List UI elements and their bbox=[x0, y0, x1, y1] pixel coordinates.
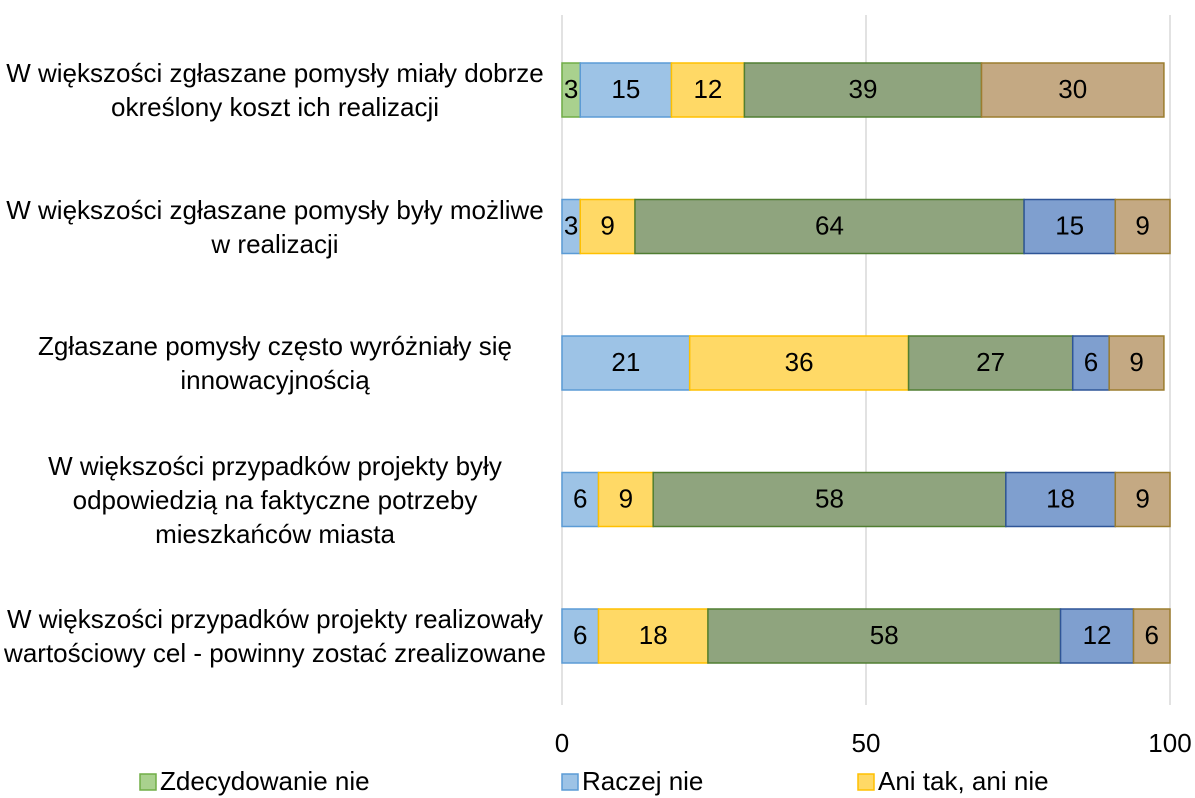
data-label: 9 bbox=[600, 210, 614, 240]
data-label: 18 bbox=[639, 620, 668, 650]
bar-segment bbox=[1059, 608, 1135, 664]
category-label: W większości przypadków projekty były od… bbox=[48, 450, 502, 549]
data-label: 6 bbox=[1145, 620, 1159, 650]
bar-segment bbox=[1005, 471, 1117, 528]
data-label: 64 bbox=[815, 210, 844, 240]
bar-segment bbox=[634, 198, 1025, 255]
bar-segment bbox=[579, 198, 636, 255]
legend-swatch bbox=[561, 773, 579, 791]
bar-segment bbox=[980, 62, 1165, 118]
bar-segment bbox=[597, 608, 709, 664]
data-label: 36 bbox=[785, 347, 814, 377]
bar-segment bbox=[907, 335, 1074, 391]
category-label: W większości zgłaszane pomysły były możl… bbox=[6, 194, 544, 259]
data-label: 6 bbox=[1084, 347, 1098, 377]
data-label: 12 bbox=[1083, 620, 1112, 650]
bar-segment bbox=[561, 335, 691, 391]
data-label: 58 bbox=[815, 483, 844, 513]
data-label: 9 bbox=[1135, 483, 1149, 513]
data-label: 9 bbox=[1135, 210, 1149, 240]
data-label: 3 bbox=[564, 210, 578, 240]
legend-label: Raczej nie bbox=[582, 766, 703, 796]
bar-segment bbox=[707, 608, 1062, 664]
data-label: 58 bbox=[870, 620, 899, 650]
legend-swatch bbox=[857, 773, 875, 791]
category-label: Zgłaszane pomysły często wyróżniały się … bbox=[38, 331, 512, 395]
bar-segment bbox=[1023, 198, 1117, 255]
data-label: 27 bbox=[976, 347, 1005, 377]
data-label: 30 bbox=[1058, 74, 1087, 104]
bar-segment bbox=[1132, 608, 1171, 664]
bar-segment bbox=[1114, 471, 1171, 528]
data-label: 3 bbox=[564, 74, 578, 104]
bar-segment bbox=[652, 471, 1007, 528]
x-tick-label: 100 bbox=[1148, 728, 1191, 758]
data-label: 21 bbox=[611, 347, 640, 377]
x-tick-label: 0 bbox=[555, 728, 569, 758]
data-label: 12 bbox=[693, 74, 722, 104]
data-label: 9 bbox=[619, 483, 633, 513]
category-label: W większości zgłaszane pomysły miały dob… bbox=[6, 58, 544, 122]
data-label: 15 bbox=[1055, 210, 1084, 240]
bar-segment bbox=[579, 62, 673, 118]
bar-segment bbox=[1108, 335, 1165, 391]
data-label: 9 bbox=[1129, 347, 1143, 377]
bar-segment bbox=[1071, 335, 1110, 391]
legend-label: Ani tak, ani nie bbox=[878, 766, 1049, 796]
bar-segment bbox=[688, 335, 910, 391]
legend-label: Zdecydowanie nie bbox=[160, 766, 370, 796]
legend-swatch bbox=[139, 773, 157, 791]
data-label: 15 bbox=[611, 74, 640, 104]
data-label: 6 bbox=[573, 483, 587, 513]
x-tick-label: 50 bbox=[852, 728, 881, 758]
data-label: 18 bbox=[1046, 483, 1075, 513]
data-label: 39 bbox=[848, 74, 877, 104]
data-label: 6 bbox=[573, 620, 587, 650]
bar-segment bbox=[1114, 198, 1171, 255]
category-label: W większości przypadków projekty realizo… bbox=[4, 604, 546, 668]
